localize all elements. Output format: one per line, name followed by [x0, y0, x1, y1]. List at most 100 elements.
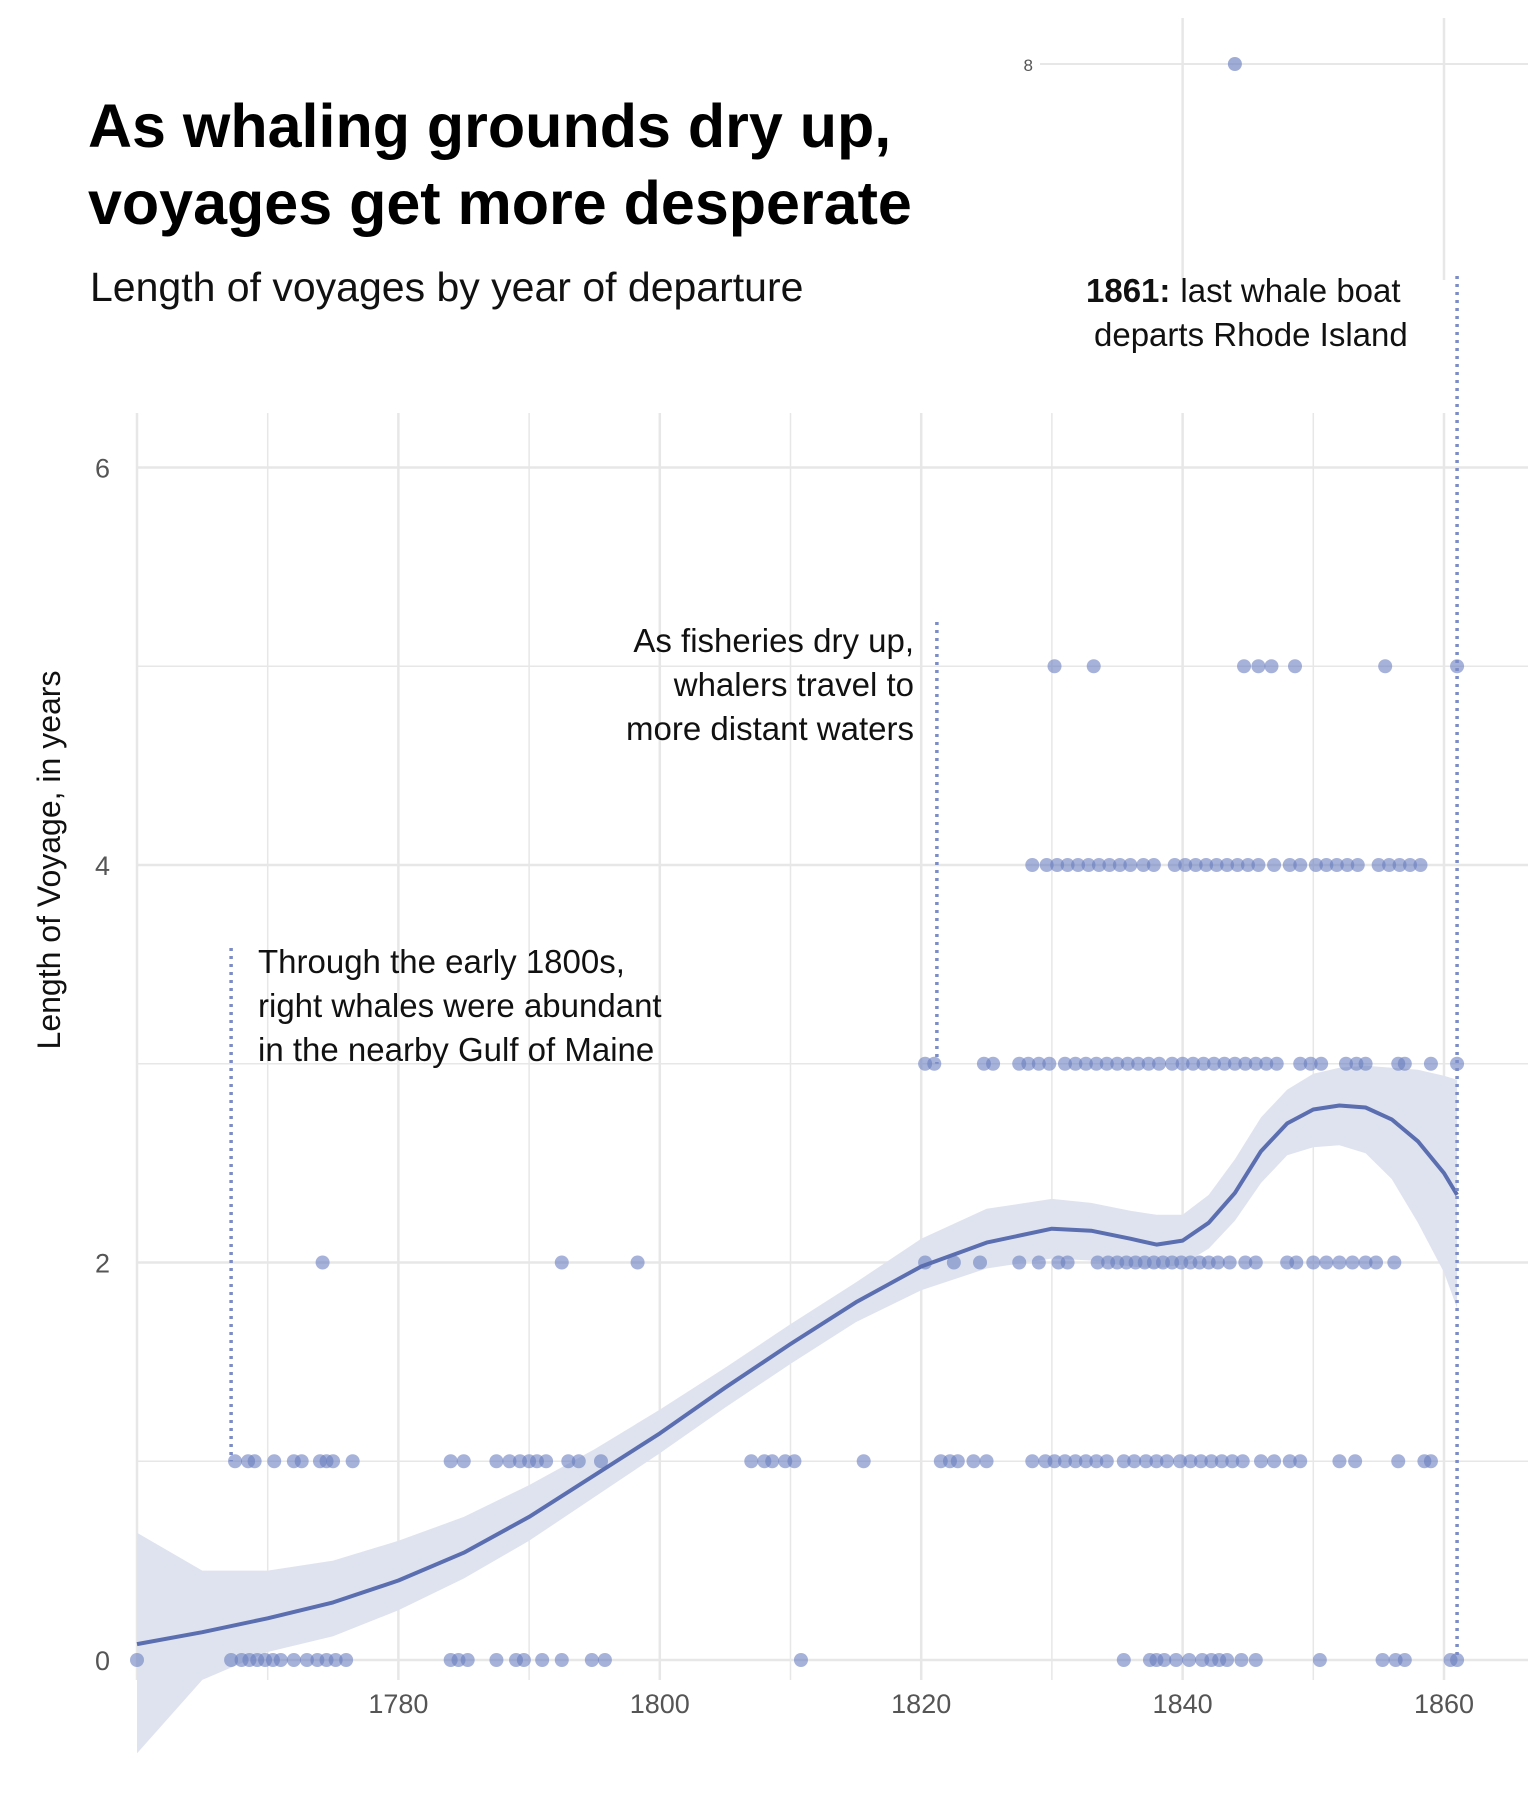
data-point [286, 1653, 301, 1667]
data-point [1182, 1653, 1197, 1667]
data-point [1071, 858, 1086, 872]
data-point [1214, 1454, 1229, 1469]
confidence-band-area [137, 1065, 1458, 1754]
x-tick-label: 1800 [630, 1689, 690, 1719]
data-point [973, 1255, 988, 1270]
data-point [1450, 659, 1465, 674]
data-point [1306, 1255, 1321, 1270]
data-point [1267, 1454, 1282, 1469]
data-point [1369, 1255, 1384, 1270]
data-point [516, 1653, 531, 1667]
data-point [1329, 858, 1344, 872]
data-point [1220, 858, 1235, 872]
data-point [1057, 1454, 1072, 1469]
data-point [1217, 1056, 1232, 1071]
data-point [1116, 1454, 1131, 1469]
data-point [1312, 1653, 1327, 1667]
data-point [1308, 858, 1323, 872]
data-point [339, 1653, 354, 1667]
data-point [1387, 1255, 1402, 1270]
y-axis-label: Length of Voyage, in years [31, 671, 67, 1050]
data-point [765, 1454, 780, 1469]
data-point [1127, 1454, 1142, 1469]
data-point [1350, 858, 1365, 872]
data-point [927, 1056, 942, 1071]
data-point [593, 1454, 608, 1469]
axis-ticks: 0 2 4 6 1780 1800 1820 1840 1860 8 [95, 56, 1474, 1719]
data-point [1238, 1255, 1253, 1270]
data-point [1039, 858, 1054, 872]
data-point [1165, 1056, 1180, 1071]
data-point [1391, 1454, 1406, 1469]
x-tick-label: 1840 [1153, 1689, 1213, 1719]
data-point [1259, 1056, 1274, 1071]
data-point [267, 1454, 282, 1469]
data-point [1251, 858, 1266, 872]
data-point [130, 1653, 144, 1667]
annotation-early-line3: in the nearby Gulf of Maine [258, 1031, 654, 1068]
data-point [1042, 1056, 1057, 1071]
data-point [1031, 1056, 1046, 1071]
data-point [1169, 1653, 1184, 1667]
data-point [1025, 1454, 1040, 1469]
data-point [1159, 1454, 1174, 1469]
data-point [489, 1653, 504, 1667]
data-point [224, 1653, 239, 1667]
annotation-mid-line1: As fisheries dry up, [633, 622, 914, 659]
data-point [1152, 1056, 1167, 1071]
data-point [787, 1454, 802, 1469]
data-point [345, 1454, 360, 1469]
data-point [1167, 858, 1182, 872]
data-point [584, 1653, 599, 1667]
data-point [315, 1255, 330, 1270]
data-point [1102, 858, 1117, 872]
data-point [554, 1653, 569, 1667]
data-point [1267, 858, 1282, 872]
data-point [1099, 1454, 1114, 1469]
annotation-mid: As fisheries dry up, whalers travel to m… [626, 622, 914, 747]
data-point [1116, 1653, 1131, 1667]
data-point [443, 1454, 458, 1469]
data-point [1196, 1056, 1211, 1071]
data-point [460, 1653, 475, 1667]
data-point [979, 1454, 994, 1469]
data-point [1021, 1056, 1036, 1071]
data-point [1293, 1056, 1308, 1071]
y-tick-label: 6 [95, 454, 110, 484]
data-points [130, 57, 1465, 1667]
data-point [1068, 1454, 1083, 1469]
x-tick-label: 1860 [1414, 1689, 1474, 1719]
data-point [1303, 1056, 1318, 1071]
data-point [1222, 1255, 1237, 1270]
data-point [1338, 1056, 1353, 1071]
data-point [1319, 858, 1334, 872]
data-point [1248, 1255, 1263, 1270]
data-point [1282, 858, 1297, 872]
data-point [1403, 858, 1418, 872]
data-point [1110, 1056, 1125, 1071]
annotation-mid-line2: whalers travel to [673, 666, 914, 703]
data-point [1204, 1454, 1219, 1469]
data-point [1358, 1056, 1373, 1071]
data-point [1050, 858, 1065, 872]
data-point [1227, 1056, 1242, 1071]
annotation-guides [229, 276, 1459, 1660]
data-point [1251, 659, 1266, 674]
data-point [1288, 659, 1303, 674]
data-point [1078, 1056, 1093, 1071]
annotation-early-line1: Through the early 1800s, [258, 943, 625, 980]
data-point [1086, 659, 1101, 674]
x-tick-label: 1820 [891, 1689, 951, 1719]
data-point [1269, 1056, 1284, 1071]
data-point [1136, 858, 1151, 872]
data-point [1131, 1056, 1146, 1071]
data-point [630, 1255, 645, 1270]
trend-line [136, 1103, 1459, 1647]
data-point [1348, 1454, 1363, 1469]
data-point [1199, 858, 1214, 872]
data-point [1068, 1056, 1083, 1071]
data-point [554, 1255, 569, 1270]
annotation-last-year: 1861: [1086, 272, 1170, 309]
annotation-early: Through the early 1800s, right whales we… [258, 943, 662, 1068]
annotation-early-line2: right whales were abundant [258, 987, 662, 1024]
